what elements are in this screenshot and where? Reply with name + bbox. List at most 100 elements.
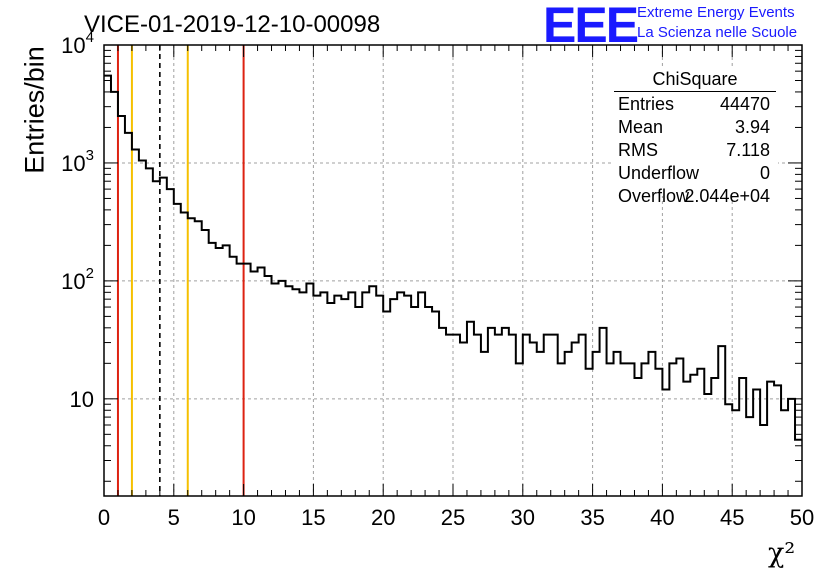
histogram-bin bbox=[404, 296, 411, 496]
histogram-bin bbox=[753, 389, 760, 496]
x-tick-label: 5 bbox=[168, 505, 180, 530]
histogram-bin bbox=[285, 286, 292, 496]
histogram-bin bbox=[551, 335, 558, 496]
histogram-bin bbox=[767, 382, 774, 496]
stats-value: 3.94 bbox=[734, 117, 770, 137]
histogram-bin bbox=[718, 346, 725, 496]
histogram-bin bbox=[188, 218, 195, 496]
histogram-bin bbox=[320, 292, 327, 496]
y-tick-label: 104 bbox=[61, 29, 94, 58]
histogram-bin bbox=[160, 178, 167, 496]
histogram-bin bbox=[662, 389, 669, 496]
histogram-bin bbox=[711, 378, 718, 496]
histogram-bin bbox=[195, 221, 202, 496]
histogram-bin bbox=[788, 399, 795, 496]
stats-label: Entries bbox=[618, 94, 675, 114]
logo-line-2: La Scienza nelle Scuole bbox=[637, 24, 798, 41]
histogram-bin bbox=[572, 343, 579, 496]
histogram-bin bbox=[683, 382, 690, 496]
histogram-bin bbox=[614, 352, 621, 496]
stats-title: ChiSquare bbox=[652, 69, 738, 89]
histogram-bin bbox=[146, 168, 153, 496]
histogram-bin bbox=[565, 352, 572, 496]
histogram-bin bbox=[355, 307, 362, 496]
histogram-bin bbox=[586, 369, 593, 496]
histogram-bin bbox=[607, 363, 614, 496]
histogram-bin bbox=[202, 230, 209, 496]
histogram-bin bbox=[383, 312, 390, 496]
histogram-bin bbox=[306, 284, 313, 496]
histogram-bin bbox=[641, 363, 648, 496]
histogram-bin bbox=[223, 245, 230, 496]
histogram-bin bbox=[481, 352, 488, 496]
histogram-bin bbox=[369, 286, 376, 496]
stats-label: Overflow bbox=[618, 186, 690, 206]
histogram-bin bbox=[167, 189, 174, 496]
histogram-bin bbox=[139, 160, 146, 496]
histogram-bin bbox=[558, 363, 565, 496]
histogram-bin bbox=[795, 440, 802, 496]
histogram-bin bbox=[111, 92, 118, 496]
histogram-bin bbox=[467, 322, 474, 496]
histogram-bin bbox=[411, 307, 418, 496]
histogram-bin bbox=[299, 292, 306, 496]
y-tick-label: 10 bbox=[70, 387, 94, 412]
histogram-bin bbox=[655, 369, 662, 496]
histogram-bin bbox=[648, 352, 655, 496]
histogram-bin bbox=[439, 328, 446, 496]
histogram-bin bbox=[327, 303, 334, 496]
histogram-bin bbox=[292, 289, 299, 496]
stats-label: Mean bbox=[618, 117, 664, 137]
histogram-bin bbox=[544, 335, 551, 496]
histogram-bin bbox=[446, 335, 453, 496]
x-tick-label: 40 bbox=[650, 505, 674, 530]
histogram-bin bbox=[676, 358, 683, 496]
logo-line-1: Extreme Energy Events bbox=[637, 4, 795, 21]
histogram-bin bbox=[244, 264, 251, 496]
histogram-bin bbox=[418, 292, 425, 496]
x-tick-label: 0 bbox=[98, 505, 110, 530]
histogram-bin bbox=[516, 363, 523, 496]
histogram-bin bbox=[425, 307, 432, 496]
histogram-bin bbox=[279, 281, 286, 496]
y-tick-label: 102 bbox=[61, 265, 94, 294]
histogram-outline bbox=[104, 74, 802, 441]
stats-row-overflow: Overflow 2.044e+04 bbox=[618, 186, 770, 208]
histogram-bin bbox=[634, 378, 641, 496]
stats-label: Underflow bbox=[618, 163, 700, 183]
histogram-bin bbox=[509, 335, 516, 496]
histogram-bin bbox=[474, 335, 481, 496]
chart-title: VICE-01-2019-12-10-00098 bbox=[84, 11, 381, 38]
histogram-bin bbox=[697, 369, 704, 496]
histogram-bin bbox=[390, 299, 397, 496]
stats-row-rms: RMS 7.118 bbox=[618, 140, 770, 162]
histogram-bin bbox=[230, 257, 237, 496]
histogram-bin bbox=[460, 343, 467, 496]
histogram-bin bbox=[690, 375, 697, 496]
stats-row-entries: Entries 44470 bbox=[618, 94, 770, 116]
histogram-bin bbox=[453, 335, 460, 496]
histogram-bin bbox=[746, 417, 753, 496]
histogram-bin bbox=[216, 248, 223, 496]
histogram-bin bbox=[669, 363, 676, 496]
histogram-bin bbox=[495, 335, 502, 496]
histogram-bin bbox=[502, 328, 509, 496]
histogram-bin bbox=[432, 312, 439, 496]
histogram-bin bbox=[153, 181, 160, 496]
stats-divider bbox=[614, 91, 776, 92]
histogram-bin bbox=[593, 352, 600, 496]
histogram-bin bbox=[258, 267, 265, 496]
x-axis-label: χ² bbox=[768, 538, 796, 569]
histogram-bin bbox=[174, 204, 181, 496]
stats-row-underflow: Underflow 0 bbox=[618, 163, 770, 185]
histogram-bin bbox=[348, 292, 355, 496]
histogram-bin bbox=[725, 404, 732, 496]
histogram-bin bbox=[118, 116, 125, 496]
histogram-bin bbox=[209, 243, 216, 496]
histogram-bin bbox=[334, 296, 341, 496]
histogram-bin bbox=[181, 213, 188, 496]
histogram-bin bbox=[739, 378, 746, 496]
y-axis-label: Entries/bin bbox=[19, 46, 50, 174]
y-tick-label: 103 bbox=[61, 147, 94, 176]
histogram-bin bbox=[530, 343, 537, 496]
